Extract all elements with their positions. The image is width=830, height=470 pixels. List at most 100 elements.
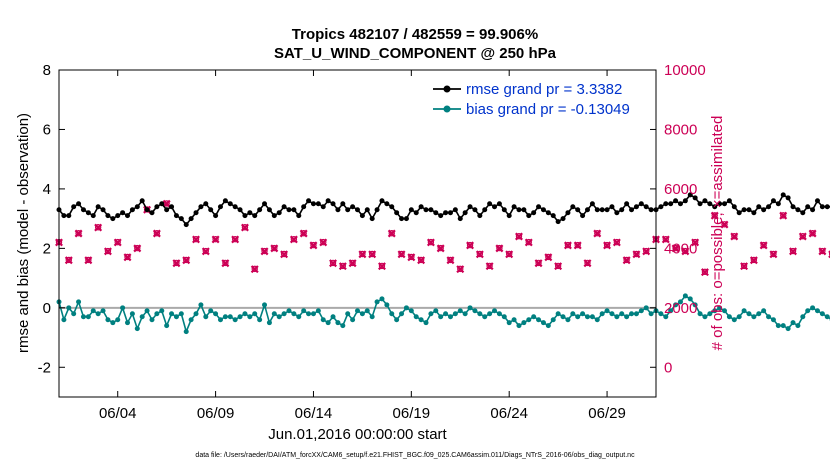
x-tick-label: 06/24 [490, 405, 528, 422]
obs-assimilated-point [505, 250, 514, 259]
rmse-point [315, 201, 321, 207]
obs-assimilated-point [534, 259, 543, 268]
obs-assimilated-point [64, 256, 73, 265]
obs-possible-point [711, 212, 718, 219]
rmse-point [325, 198, 331, 204]
obs-assimilated-point [221, 259, 230, 268]
obs-assimilated-point [309, 241, 318, 250]
obs-possible-point [388, 230, 395, 237]
rmse-point [643, 204, 649, 210]
rmse-point [751, 210, 757, 216]
y-tick-label: 6 [43, 121, 51, 138]
obs-possible-point [212, 235, 219, 243]
obs-possible-point [643, 247, 650, 255]
bias-point [237, 314, 243, 320]
obs-assimilated-point [603, 241, 612, 250]
rmse-point [658, 204, 664, 210]
obs-possible-point [359, 250, 366, 258]
bias-point [516, 323, 522, 329]
obs-assimilated-point [84, 256, 93, 265]
obs-assimilated-point [573, 241, 582, 250]
obs-possible-point [486, 262, 493, 270]
rmse-point [80, 207, 86, 213]
rmse-point [164, 207, 170, 213]
bias-point [374, 299, 380, 305]
bias-point [756, 311, 762, 317]
bias-point [257, 317, 263, 323]
y2-tick-label: 10000 [664, 62, 706, 79]
obs-possible-point [378, 262, 386, 270]
y2-tick-label: 0 [664, 359, 672, 376]
rmse-point [790, 204, 796, 210]
obs-possible-point [770, 250, 777, 258]
obs-possible-point [750, 256, 758, 264]
rmse-point [159, 201, 165, 207]
obs-possible-point [290, 235, 298, 243]
rmse-point [149, 210, 155, 216]
x-tick-label: 06/14 [295, 405, 333, 422]
obs-possible-point [183, 256, 190, 264]
obs-assimilated-point [563, 241, 572, 250]
obs-assimilated-point [74, 229, 83, 238]
rmse-point [785, 195, 791, 201]
obs-assimilated-point [681, 247, 690, 256]
rmse-point [232, 204, 238, 210]
obs-assimilated-point [368, 250, 377, 259]
rmse-point [756, 204, 762, 210]
obs-possible-point [417, 256, 425, 264]
bias-point [394, 317, 400, 323]
rmse-point [712, 204, 718, 210]
bias-point [482, 314, 488, 320]
bias-point [232, 317, 238, 323]
rmse-point [193, 210, 199, 216]
bias-point [301, 308, 307, 314]
obs-possible-point [134, 244, 141, 252]
obs-possible-point [320, 238, 327, 246]
bias-point [658, 311, 664, 317]
obs-possible-point [271, 244, 278, 252]
obs-possible-point [662, 235, 669, 243]
rmse-point [810, 207, 816, 213]
bias-point [193, 311, 199, 317]
obs-possible-point [368, 250, 376, 258]
y-tick-label: 4 [43, 181, 51, 198]
rmse-point [90, 213, 96, 219]
obs-assimilated-point [231, 235, 240, 244]
bias-point [619, 311, 625, 317]
rmse-point [692, 195, 698, 201]
obs-assimilated-point [103, 247, 112, 256]
axes: 06/04 06/09 06/14 06/19 06/24 06/29 -2 0 2 4 6 8 0 20… [38, 62, 706, 422]
obs-assimilated-point [436, 244, 445, 253]
bias-point [418, 317, 424, 323]
bias-point [692, 302, 698, 308]
bias-point [320, 317, 326, 323]
rmse-point [741, 207, 747, 213]
obs-possible-point [231, 235, 239, 243]
rmse-point [467, 204, 473, 210]
obs-assimilated-point [280, 250, 289, 259]
rmse-point [677, 201, 683, 207]
obs-possible-point [114, 238, 121, 246]
bias-point [487, 311, 493, 317]
bias-point [266, 320, 272, 326]
bias-point [310, 311, 316, 317]
y2-tick-label: 8000 [664, 121, 697, 138]
rmse-point [403, 216, 409, 222]
obs-assimilated-point [260, 247, 269, 256]
rmse-point [247, 210, 253, 216]
rmse-point [169, 204, 175, 210]
obs-assimilated-point [211, 235, 220, 244]
bias-point [766, 314, 772, 320]
bias-point [668, 308, 674, 314]
rmse-point [281, 204, 287, 210]
obs-possible-point [65, 256, 72, 264]
rmse-point [805, 204, 811, 210]
rmse-point [531, 210, 537, 216]
bias-point [594, 317, 600, 323]
rmse-point [452, 207, 458, 213]
rmse-point [276, 210, 282, 216]
rmse-point [746, 207, 752, 213]
obs-assimilated-point [691, 238, 700, 247]
rmse-point [462, 210, 468, 216]
data-file-footer: data file: /Users/raeder/DAI/ATM_forcXX/… [195, 452, 635, 459]
